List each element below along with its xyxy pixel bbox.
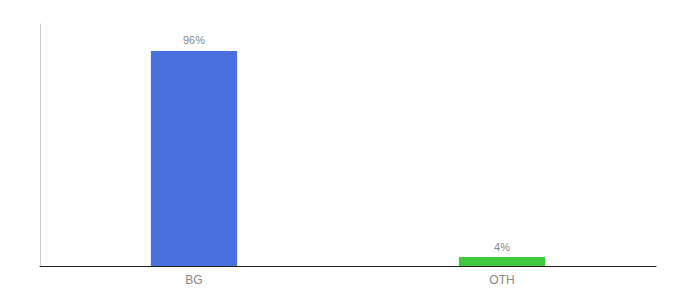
svg-text:OTH: OTH xyxy=(489,273,514,287)
svg-text:96%: 96% xyxy=(183,34,205,46)
svg-text:BG: BG xyxy=(185,273,202,287)
svg-text:4%: 4% xyxy=(494,241,510,253)
